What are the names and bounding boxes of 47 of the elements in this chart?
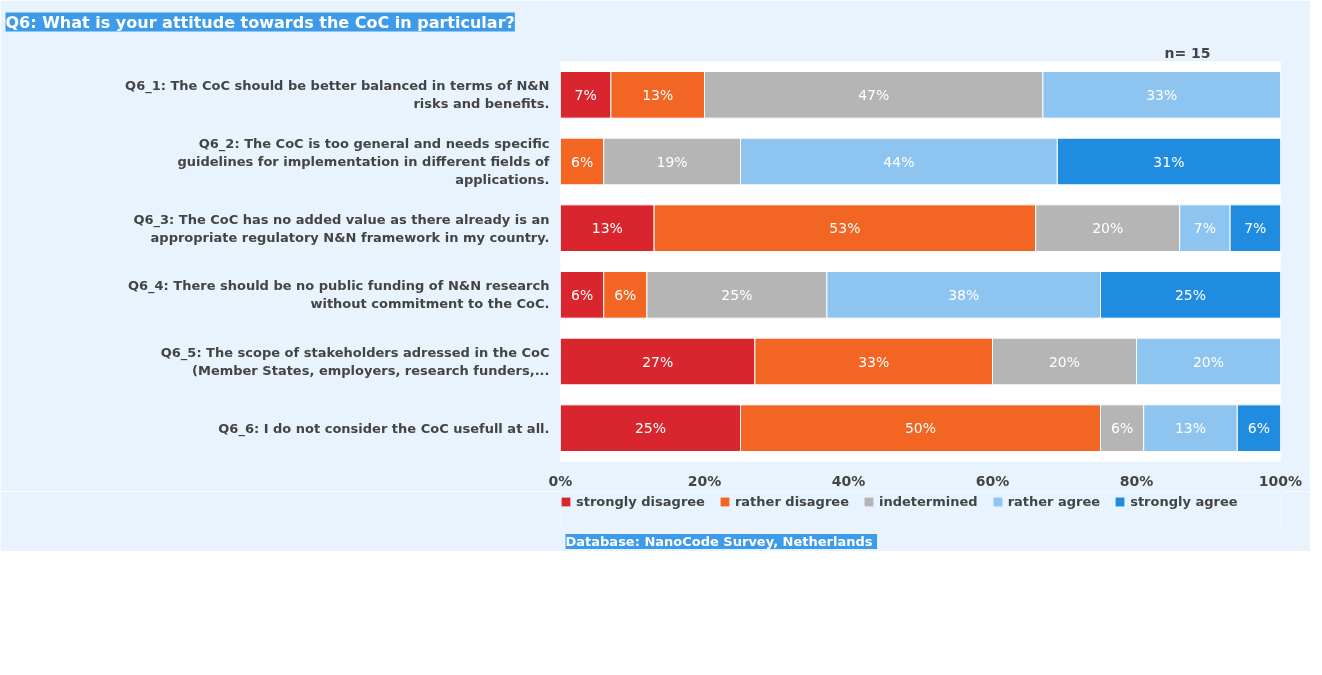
- data-label: 7%: [1193, 220, 1217, 237]
- data-label: 6%: [1247, 420, 1271, 437]
- data-label: 20%: [1092, 220, 1124, 237]
- data-label: 31%: [1153, 153, 1185, 170]
- y-tick-label: Q6_6: I do not consider the CoC usefull at all.: [218, 420, 550, 437]
- x-tick-label: 0%: [548, 472, 573, 489]
- data-label: 53%: [829, 220, 861, 237]
- data-label: 6%: [570, 286, 594, 303]
- data-label: 38%: [948, 286, 980, 303]
- data-label: 13%: [591, 220, 623, 237]
- legend-label: strongly agree: [1130, 494, 1238, 509]
- y-tick-label: Q6_2: The CoC is too general and needs specific guidelines for implementation in different fields of applications.: [177, 136, 550, 187]
- data-label: 13%: [642, 86, 674, 103]
- data-label: 25%: [721, 286, 753, 303]
- x-tick-label: 80%: [1119, 472, 1154, 489]
- y-tick-label: Q6_3: The CoC has no added value as there already is an appropriate regulatory N&N framework in my country.: [133, 211, 550, 245]
- data-label: 6%: [1110, 420, 1134, 437]
- legend-label: indetermined: [878, 494, 978, 509]
- x-tick-label: 100%: [1258, 472, 1303, 489]
- data-label: 33%: [1146, 86, 1178, 103]
- data-label: 20%: [1192, 353, 1225, 370]
- y-tick-label: Q6_5: The scope of stakeholders adressed in the CoC (Member States, employers, research funders,...: [160, 345, 550, 378]
- data-label: 50%: [904, 420, 937, 437]
- legend-label: rather disagree: [734, 494, 849, 509]
- data-label: 7%: [574, 86, 597, 103]
- x-tick-label: 60%: [975, 472, 1010, 489]
- data-label: 7%: [1244, 220, 1267, 237]
- data-label: 6%: [614, 286, 637, 303]
- x-tick-label: 20%: [687, 472, 722, 489]
- data-label: 25%: [634, 420, 667, 437]
- legend-label: rather agree: [1007, 494, 1101, 509]
- data-label: 44%: [883, 153, 915, 170]
- data-label: 33%: [858, 353, 890, 370]
- y-tick-label: Q6_4: There should be no public funding of N&N research without commitment to the CoC.: [127, 278, 550, 312]
- y-tick-label: Q6_1: The CoC should be better balanced in terms of N&N risks and benefits.: [125, 78, 550, 112]
- data-label: 25%: [1174, 286, 1207, 303]
- data-label: 19%: [656, 153, 688, 170]
- text: Database: NanoCode Survey, Netherlands: [565, 534, 873, 549]
- data-label: 6%: [570, 153, 594, 170]
- text: Q6: What is your attitude towards the CoC in particular?: [5, 12, 515, 32]
- x-tick-label: 40%: [831, 472, 866, 489]
- text: n= 15: [1164, 44, 1211, 61]
- data-label: 47%: [858, 86, 890, 103]
- data-label: 13%: [1174, 420, 1207, 437]
- data-label: 27%: [642, 353, 674, 370]
- legend-label: strongly disagree: [576, 494, 705, 509]
- data-label: 20%: [1048, 353, 1081, 370]
